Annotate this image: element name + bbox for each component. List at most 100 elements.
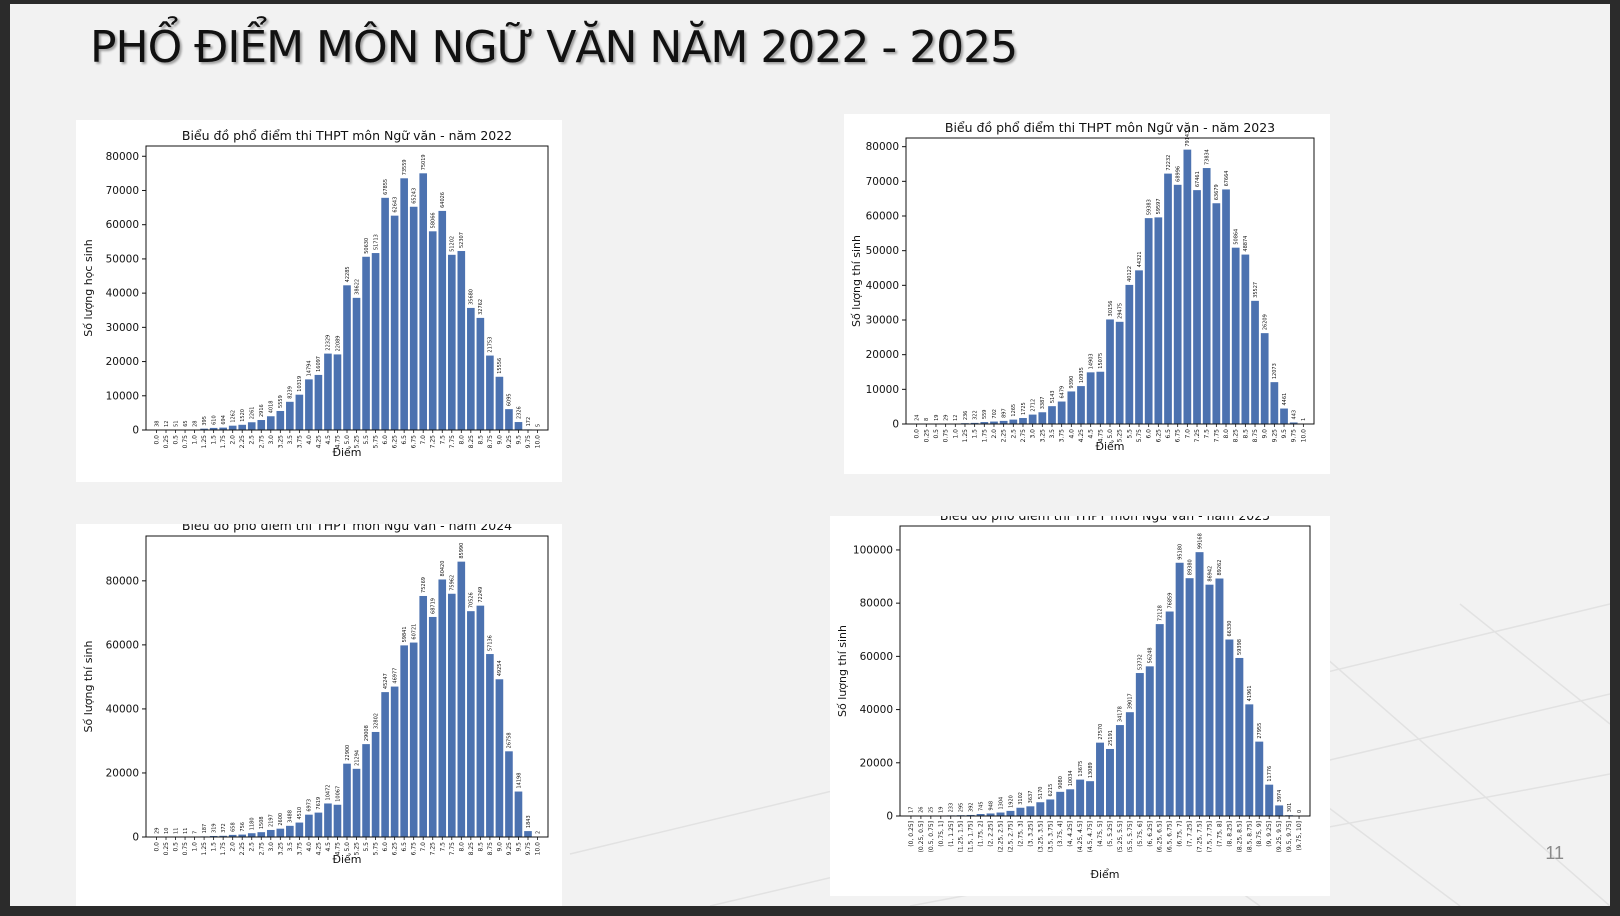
- x-tick-label: 9.25: [506, 435, 513, 449]
- x-tick-label: 1.75: [220, 435, 227, 449]
- x-tick-label: 7.75: [449, 435, 456, 449]
- data-label: 72249: [478, 587, 484, 603]
- data-label: 58066: [431, 212, 437, 228]
- x-axis-label: Điểm: [332, 446, 361, 459]
- data-label: 40122: [1127, 266, 1133, 282]
- y-tick-label: 40000: [860, 704, 893, 716]
- x-tick-label: 0.0: [153, 435, 160, 445]
- data-label: 3387: [1040, 397, 1046, 410]
- data-label: 610: [211, 415, 217, 425]
- bar: [1125, 284, 1134, 424]
- x-tick-label: 2.0: [991, 429, 998, 439]
- y-tick-label: 80000: [106, 575, 139, 587]
- bar: [428, 231, 437, 430]
- x-tick-label: (7.75, 8]: [1216, 821, 1223, 847]
- data-label: 2600: [278, 813, 284, 826]
- x-tick-label: (2, 2.25]: [988, 821, 995, 847]
- y-tick-label: 100000: [853, 544, 893, 556]
- data-label: 35527: [1253, 282, 1259, 298]
- data-label: 8: [924, 418, 930, 421]
- bar: [476, 317, 485, 430]
- data-label: 73834: [1204, 149, 1210, 165]
- data-label: 68719: [431, 598, 437, 614]
- x-tick-label: 9.5: [1281, 429, 1288, 439]
- data-label: 50630: [364, 238, 370, 254]
- x-tick-label: 4.0: [306, 435, 313, 445]
- data-label: 1265: [1011, 404, 1017, 417]
- data-label: 5559: [278, 395, 284, 408]
- bar: [457, 251, 466, 430]
- bar: [333, 804, 342, 837]
- bar: [996, 812, 1005, 816]
- x-tick-label: 9.5: [515, 435, 522, 445]
- x-tick-label: 9.0: [496, 842, 503, 852]
- data-label: 443: [1291, 410, 1297, 420]
- data-label: 19: [934, 415, 940, 421]
- data-label: 14794: [307, 360, 313, 376]
- bar: [467, 307, 475, 430]
- data-label: 295: [959, 803, 965, 813]
- x-tick-label: 1.5: [211, 435, 218, 445]
- bar: [1106, 319, 1114, 424]
- bar: [1046, 799, 1055, 816]
- bar: [276, 828, 285, 837]
- x-tick-label: (3, 3.25]: [1027, 821, 1034, 847]
- data-label: 392: [968, 802, 974, 812]
- data-label: 11: [173, 828, 179, 834]
- data-label: 19: [939, 807, 945, 813]
- y-tick-label: 40000: [106, 703, 139, 715]
- bar: [228, 425, 237, 430]
- bar: [286, 401, 294, 430]
- data-label: 46977: [392, 668, 398, 684]
- data-label: 27955: [1257, 723, 1263, 739]
- data-label: 79143: [1185, 131, 1191, 147]
- bar: [1086, 781, 1095, 816]
- bar: [1212, 203, 1221, 424]
- x-axis-label: Điểm: [332, 853, 361, 866]
- bar: [333, 354, 342, 430]
- bar: [1215, 578, 1224, 816]
- bar: [980, 422, 989, 424]
- data-label: 21294: [354, 750, 360, 766]
- x-tick-label: (4.25, 4.5]: [1077, 821, 1084, 852]
- y-tick-label: 20000: [106, 767, 139, 779]
- x-tick-label: (8.25, 8.5]: [1236, 821, 1243, 852]
- data-label: 559: [982, 410, 988, 420]
- bar: [970, 422, 979, 424]
- data-label: 395: [202, 416, 208, 426]
- data-label: 59841: [402, 626, 408, 642]
- data-label: 3637: [1028, 791, 1034, 804]
- data-label: 3974: [1277, 790, 1283, 803]
- x-tick-label: 1.0: [192, 435, 199, 445]
- x-tick-label: 7.5: [439, 842, 446, 852]
- x-tick-label: 7.5: [1204, 429, 1211, 439]
- x-tick-label: (5.75, 6]: [1137, 821, 1144, 847]
- bar: [314, 374, 323, 430]
- data-label: 3488: [288, 810, 294, 823]
- bar: [238, 834, 247, 837]
- x-tick-label: 3.5: [1049, 429, 1056, 439]
- data-label: 756: [240, 822, 246, 832]
- x-tick-label: (4, 4.25]: [1067, 821, 1074, 847]
- x-tick-label: 8.5: [477, 435, 484, 445]
- bar: [343, 285, 351, 430]
- x-tick-label: 5.5: [363, 842, 370, 852]
- x-tick-label: 0.75: [943, 429, 950, 443]
- bar: [505, 409, 513, 430]
- x-tick-label: 2.5: [249, 842, 256, 852]
- bar: [257, 832, 266, 837]
- x-tick-label: 6.25: [392, 842, 399, 856]
- data-label: 897: [1001, 408, 1007, 418]
- y-tick-label: 70000: [866, 176, 899, 188]
- data-label: 27570: [1098, 724, 1104, 740]
- plot-frame: [899, 525, 1311, 817]
- x-tick-label: 0.5: [933, 429, 940, 439]
- x-tick-label: 5.5: [1126, 429, 1133, 439]
- data-label: 6479: [1059, 386, 1065, 399]
- x-tick-label: 7.25: [430, 435, 437, 449]
- bar: [1019, 418, 1027, 424]
- data-label: 4510: [297, 807, 303, 820]
- x-tick-label: (4.5, 4.75]: [1087, 821, 1094, 852]
- bar: [966, 814, 975, 816]
- data-label: 236: [963, 411, 969, 421]
